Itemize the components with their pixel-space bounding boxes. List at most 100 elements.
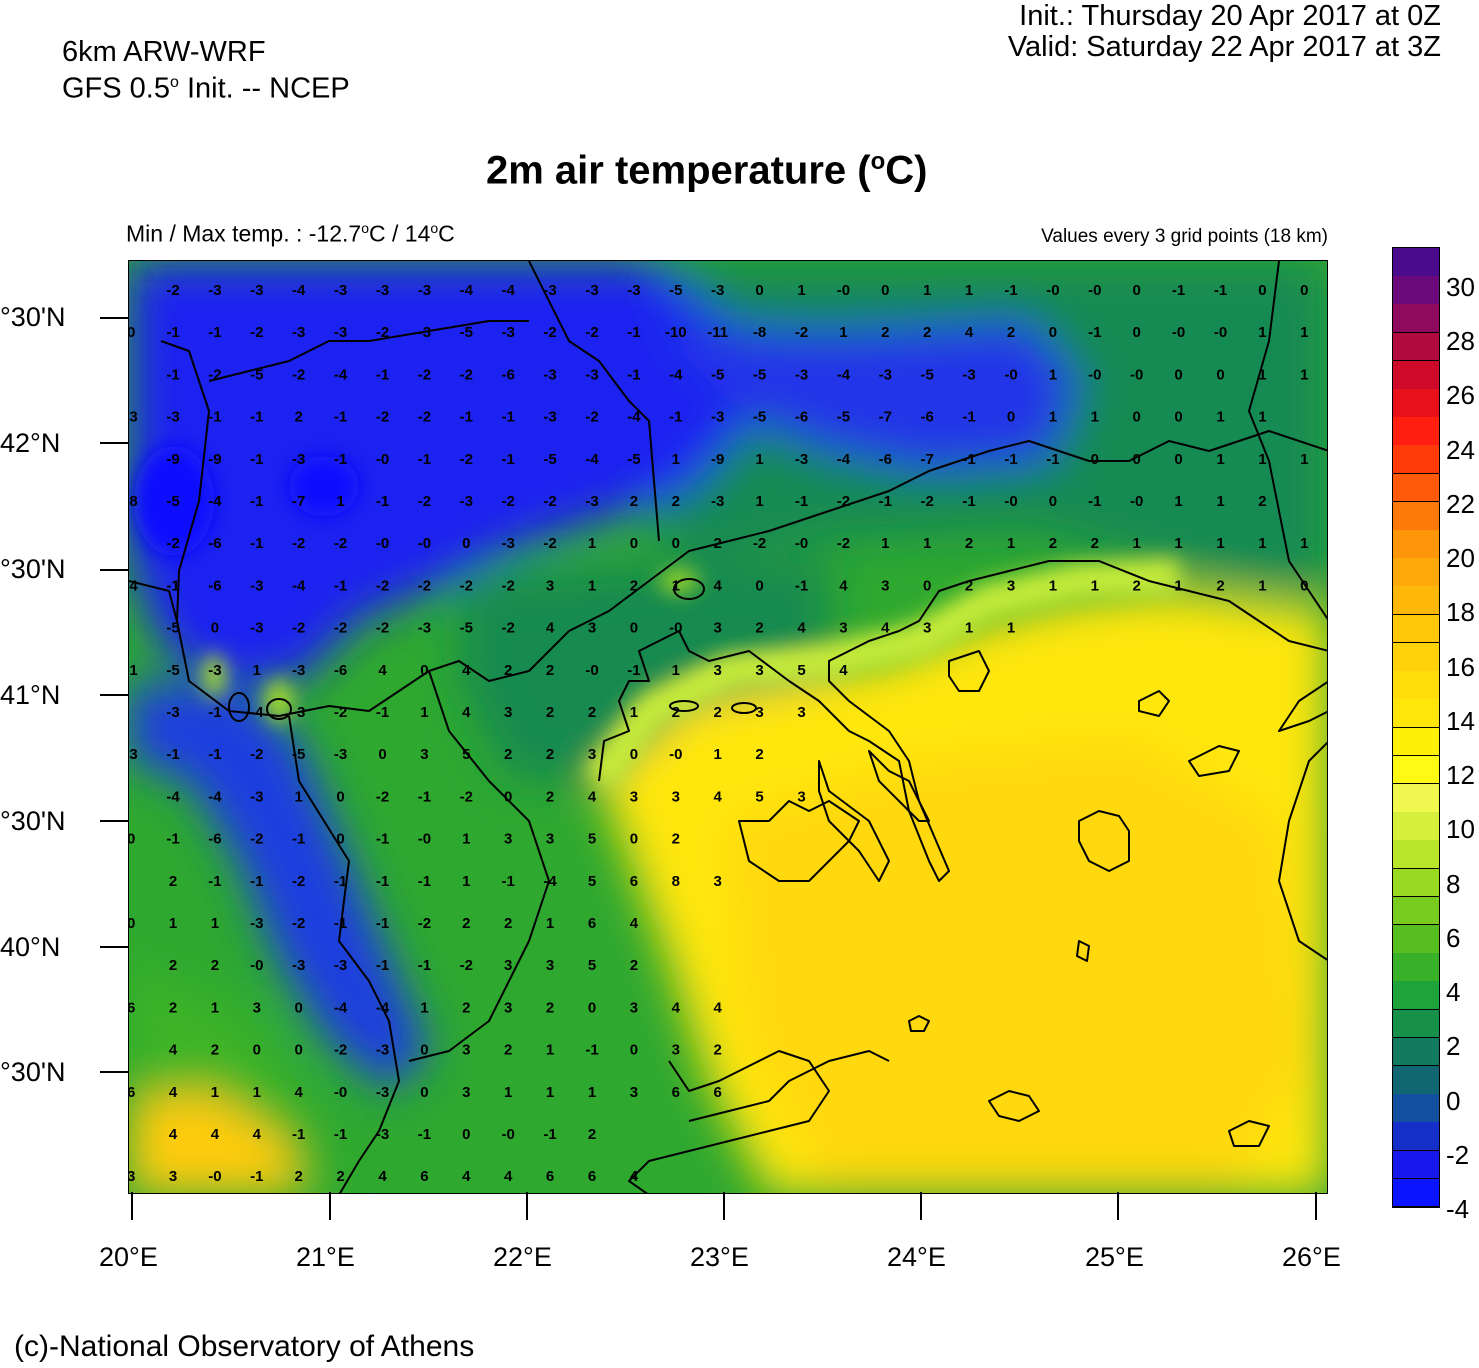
grid-value: 2 [755, 746, 763, 763]
colorbar-cell [1393, 840, 1439, 870]
grid-value: -0 [376, 451, 389, 468]
grid-value: 0 [630, 746, 638, 763]
grid-value: -2 [460, 577, 473, 594]
grid-value: 1 [672, 662, 680, 679]
colorbar-cell [1393, 642, 1439, 672]
colorbar-label: 10 [1446, 814, 1475, 845]
grid-value: 3 [504, 831, 512, 848]
grid-value: 6 [129, 999, 135, 1016]
island-thasos [948, 650, 990, 692]
grid-value: 5 [755, 788, 763, 805]
grid-value: -6 [208, 577, 221, 594]
grid-value: 0 [1133, 282, 1141, 299]
grid-value: -3 [543, 282, 556, 299]
colorbar-label: 14 [1446, 705, 1475, 736]
grid-value: 4 [169, 1126, 178, 1143]
grid-value: -3 [585, 366, 598, 383]
grid-value: -1 [502, 873, 515, 890]
colorbar-cell [1393, 981, 1439, 1011]
grid-value: 0 [1007, 409, 1015, 426]
grid-value: -1 [502, 409, 515, 426]
credit-text: (c)-National Observatory of Athens [14, 1330, 475, 1363]
grid-value: -1 [292, 1126, 305, 1143]
colorbar-label: 4 [1446, 977, 1461, 1008]
grid-value: -3 [129, 409, 138, 426]
grid-value: 3 [1007, 577, 1015, 594]
grid-value: -1 [376, 704, 389, 721]
grid-value: 0 [336, 831, 344, 848]
colorbar-cell [1393, 812, 1439, 841]
grid-value: 3 [923, 620, 931, 637]
grid-value: 1 [1258, 535, 1266, 552]
grid-value: 6 [420, 1168, 428, 1185]
colorbar-label: 2 [1446, 1031, 1461, 1062]
temperature-colorbar [1392, 247, 1440, 1208]
colorbar-cell [1393, 727, 1439, 757]
grid-value: -3 [129, 746, 138, 763]
grid-value: 3 [169, 1168, 177, 1185]
grid-value: -3 [334, 324, 347, 341]
lon-label-22: 22°E [493, 1242, 552, 1272]
grid-value: -11 [707, 324, 728, 341]
grid-value: 3 [630, 1084, 638, 1101]
grid-value: 0 [129, 831, 135, 848]
valid-time: Valid: Saturday 22 Apr 2017 at 3Z [1007, 31, 1441, 63]
grid-value: -0 [669, 746, 682, 763]
grid-value: -2 [460, 451, 473, 468]
grid-value: 1 [253, 662, 261, 679]
lat-label-40: 40°N [0, 932, 61, 962]
grid-value: 3 [755, 662, 763, 679]
grid-value: -1 [208, 704, 221, 721]
grid-value: -3 [250, 282, 263, 299]
coastline-north-aegean [598, 560, 1327, 882]
grid-value: 2 [169, 873, 177, 890]
grid-value: -2 [585, 409, 598, 426]
grid-value: -3 [795, 366, 808, 383]
grid-value: -3 [292, 662, 305, 679]
lat-label-39-30: °30'N [0, 1057, 66, 1087]
lake-prespa [266, 698, 292, 720]
grid-value: -3 [962, 366, 975, 383]
grid-value: -1 [166, 324, 179, 341]
grid-value: 1 [923, 282, 931, 299]
y-tick-marks [100, 317, 128, 1073]
grid-value: -5 [627, 451, 640, 468]
grid-value: 3 [588, 746, 596, 763]
grid-value: 2 [504, 915, 512, 932]
grid-value: 0 [1300, 282, 1308, 299]
grid-value: -7 [292, 493, 305, 510]
grid-value: 0 [211, 620, 219, 637]
grid-value: 6 [714, 1084, 722, 1101]
grid-value: -4 [250, 704, 264, 721]
grid-value: -1 [334, 577, 347, 594]
grid-value: -1 [1004, 451, 1017, 468]
grid-value: -8 [129, 493, 138, 510]
grid-value: 1 [588, 1084, 596, 1101]
grid-value: 1 [965, 620, 973, 637]
grid-value: -5 [837, 409, 850, 426]
grid-value: 0 [630, 1042, 638, 1059]
grid-value: 4 [881, 620, 890, 637]
grid-value: -0 [795, 535, 808, 552]
grid-value: 2 [546, 704, 554, 721]
grid-value: 4 [378, 1168, 387, 1185]
grid-value: -5 [166, 662, 179, 679]
grid-value: 4 [714, 577, 723, 594]
grid-value: -1 [250, 535, 263, 552]
grid-value: -0 [837, 282, 850, 299]
grid-value: 2 [462, 999, 470, 1016]
grid-value: 6 [588, 915, 596, 932]
grid-value: 0 [1174, 366, 1182, 383]
field-yellow-core [729, 741, 1309, 1193]
grid-value: 0 [1258, 282, 1266, 299]
grid-value: 3 [504, 999, 512, 1016]
grid-value: 1 [211, 915, 219, 932]
grid-value: -5 [292, 746, 305, 763]
grid-value: 1 [755, 451, 763, 468]
grid-value: -1 [250, 409, 263, 426]
grid-value: -3 [502, 535, 515, 552]
grid-value: 2 [546, 746, 554, 763]
grid-value: 1 [1300, 451, 1308, 468]
grid-value: 1 [839, 324, 847, 341]
grid-value: 0 [1174, 451, 1182, 468]
